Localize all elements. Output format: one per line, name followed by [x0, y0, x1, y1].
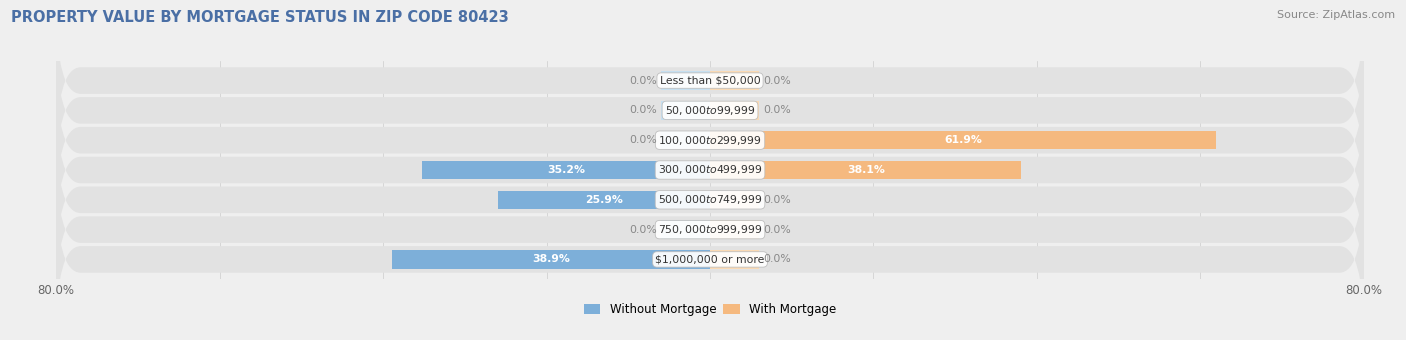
Bar: [710, 131, 1216, 150]
Text: 0.0%: 0.0%: [763, 225, 792, 235]
Text: 35.2%: 35.2%: [547, 165, 585, 175]
Text: 0.0%: 0.0%: [763, 195, 792, 205]
Bar: [710, 101, 759, 120]
Text: 61.9%: 61.9%: [943, 135, 981, 145]
Text: 0.0%: 0.0%: [628, 135, 657, 145]
Text: $1,000,000 or more: $1,000,000 or more: [655, 254, 765, 265]
Text: $50,000 to $99,999: $50,000 to $99,999: [665, 104, 755, 117]
Text: Source: ZipAtlas.com: Source: ZipAtlas.com: [1277, 10, 1395, 20]
Bar: [661, 131, 710, 150]
Text: $100,000 to $299,999: $100,000 to $299,999: [658, 134, 762, 147]
Text: 25.9%: 25.9%: [585, 195, 623, 205]
FancyBboxPatch shape: [56, 64, 1364, 216]
Text: 0.0%: 0.0%: [628, 225, 657, 235]
Text: $750,000 to $999,999: $750,000 to $999,999: [658, 223, 762, 236]
Text: 0.0%: 0.0%: [628, 75, 657, 86]
Bar: [661, 220, 710, 239]
FancyBboxPatch shape: [56, 4, 1364, 157]
Bar: [498, 190, 710, 209]
Bar: [422, 161, 710, 179]
Text: $500,000 to $749,999: $500,000 to $749,999: [658, 193, 762, 206]
Text: 0.0%: 0.0%: [628, 105, 657, 115]
Text: PROPERTY VALUE BY MORTGAGE STATUS IN ZIP CODE 80423: PROPERTY VALUE BY MORTGAGE STATUS IN ZIP…: [11, 10, 509, 25]
Text: 38.9%: 38.9%: [531, 254, 569, 265]
Bar: [710, 71, 759, 90]
Text: Less than $50,000: Less than $50,000: [659, 75, 761, 86]
Text: 0.0%: 0.0%: [763, 254, 792, 265]
Text: $300,000 to $499,999: $300,000 to $499,999: [658, 164, 762, 176]
Bar: [710, 220, 759, 239]
Legend: Without Mortgage, With Mortgage: Without Mortgage, With Mortgage: [579, 298, 841, 321]
Text: 0.0%: 0.0%: [763, 105, 792, 115]
FancyBboxPatch shape: [56, 94, 1364, 246]
Bar: [710, 161, 1021, 179]
FancyBboxPatch shape: [56, 153, 1364, 306]
FancyBboxPatch shape: [56, 183, 1364, 336]
Bar: [710, 250, 759, 269]
Bar: [710, 190, 759, 209]
Bar: [661, 101, 710, 120]
FancyBboxPatch shape: [56, 34, 1364, 187]
Bar: [392, 250, 710, 269]
FancyBboxPatch shape: [56, 124, 1364, 276]
Text: 38.1%: 38.1%: [846, 165, 884, 175]
Bar: [661, 71, 710, 90]
Text: 0.0%: 0.0%: [763, 75, 792, 86]
